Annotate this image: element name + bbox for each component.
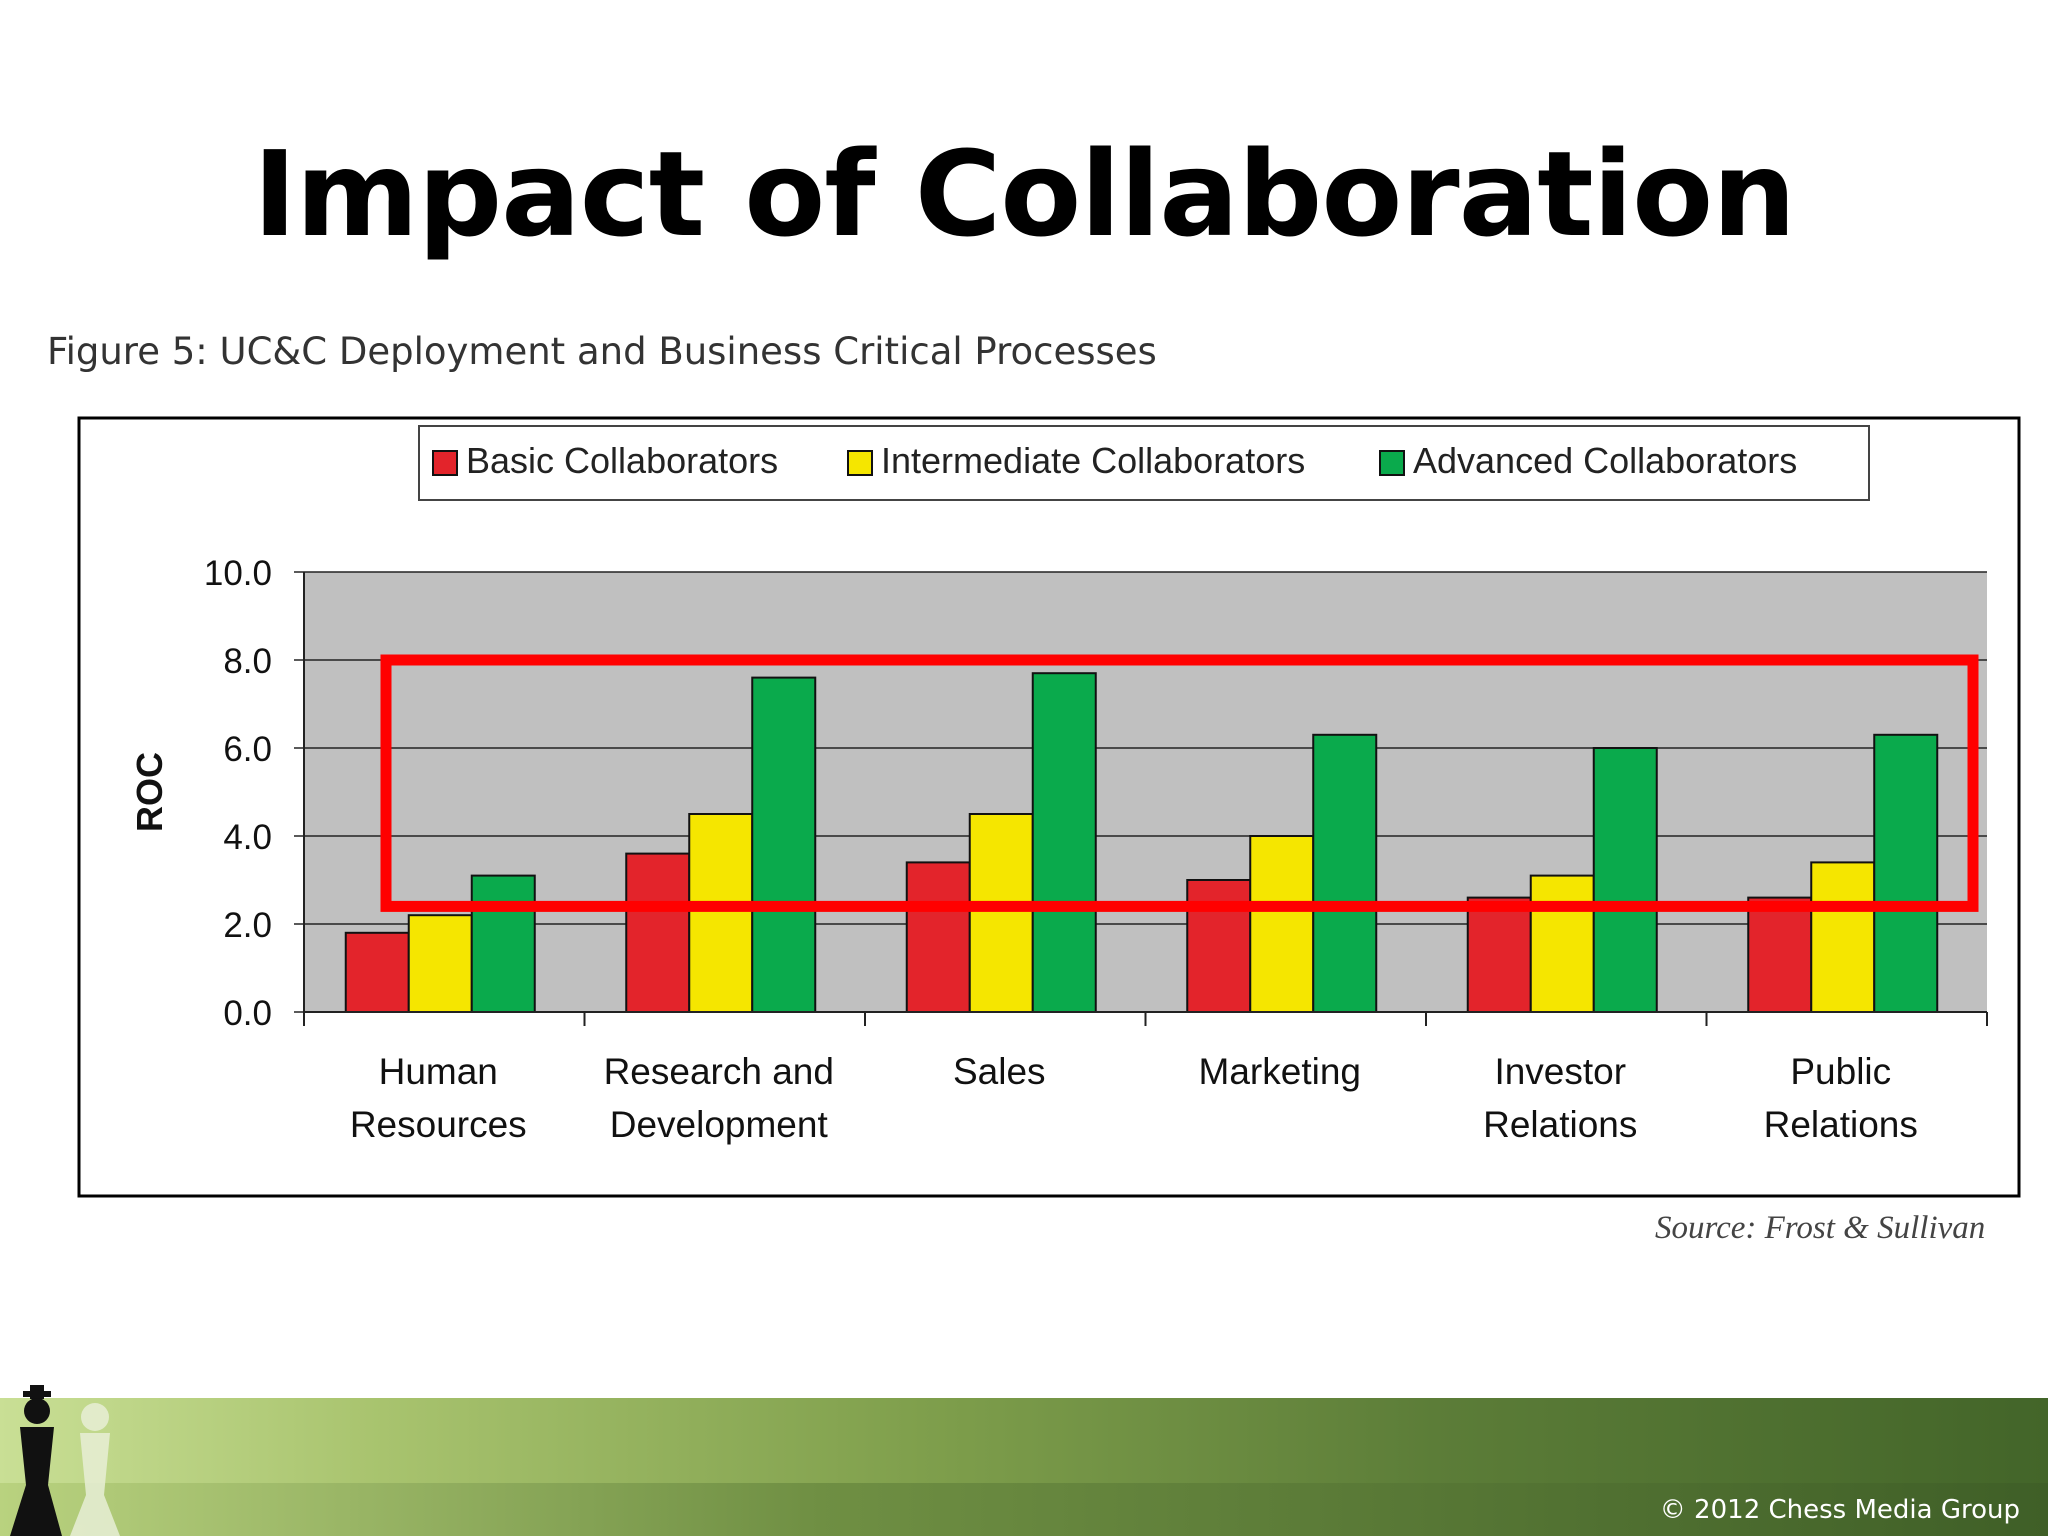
y-tick-label: 10.0 [204,554,272,593]
bar-advanced [470,874,536,1013]
y-tick-label: 8.0 [223,642,272,681]
x-tick-label-line: Development [610,1104,829,1145]
y-tick-label: 6.0 [223,730,272,769]
bars [344,672,1939,1014]
x-tick-label-line: Resources [350,1104,527,1145]
bar-basic [905,861,971,1014]
x-tick-label: Sales [953,1051,1046,1092]
bar-advanced [1031,672,1097,1013]
bar-intermediate [968,813,1034,1013]
x-tick-label: Human Resources [350,1051,527,1145]
slide-title: Impact of Collaboration [252,125,1796,263]
legend-swatch [432,450,458,476]
x-tick-label: Investor Relations [1483,1051,1637,1145]
y-tick-label: 4.0 [223,818,272,857]
legend-label: Advanced Collaborators [1413,440,1797,481]
y-axis-ticks: 0.0 2.0 4.0 6.0 8.0 10.0 [204,554,304,1033]
y-tick-label: 2.0 [223,906,272,945]
bar-basic [1186,879,1252,1013]
x-tick-label: Public Relations [1764,1051,1918,1145]
legend-label: Intermediate Collaborators [881,440,1305,481]
plot-area [304,572,1987,1012]
highlight-box [380,654,1979,912]
x-tick-label-line: Marketing [1199,1051,1361,1092]
y-axis-label: ROC [129,752,170,832]
bar-intermediate [1249,835,1315,1013]
bar-advanced [751,676,817,1013]
bar-intermediate [1529,874,1595,1013]
x-axis-labels: Human Resources Research and Development Sal… [350,1051,1918,1145]
x-tick-label: Marketing [1199,1051,1361,1092]
bar-basic [1747,896,1813,1013]
source-note: Source: Frost & Sullivan [1655,1210,1986,1246]
footer-band: © 2012 Chess Media Group [0,1398,2048,1536]
x-tick-label-line: Research and [604,1051,834,1092]
x-tick-label-line: Sales [953,1051,1046,1092]
x-tick-label-line: Investor [1494,1051,1626,1092]
axes [303,572,1988,1026]
legend-swatch [847,450,873,476]
legend-box [418,425,1870,501]
x-tick-label-line: Relations [1483,1104,1637,1145]
copyright-text: © 2012 Chess Media Group [1659,1495,2020,1525]
chess-pieces-icon [10,1385,120,1536]
legend-swatch [1379,450,1405,476]
bar-advanced [1592,747,1658,1013]
bar-advanced [1312,733,1378,1013]
bar-intermediate [407,914,473,1014]
bar-basic [625,852,691,1013]
figure-caption: Figure 5: UC&C Deployment and Business C… [47,330,1157,373]
bar-basic [1466,896,1532,1013]
x-tick-label-line: Public [1790,1051,1891,1092]
bar-basic [344,931,410,1013]
bar-chart: Basic Collaborators Intermediate Collabor… [77,416,2021,1198]
bar-advanced [1873,733,1939,1013]
x-tick-label: Research and Development [604,1051,834,1145]
legend: Basic Collaborators Intermediate Collabor… [432,440,1797,481]
x-tick-label-line: Relations [1764,1104,1918,1145]
legend-label: Basic Collaborators [466,440,778,481]
bar-intermediate [1810,861,1876,1014]
x-tick-label-line: Human [379,1051,498,1092]
bar-intermediate [688,813,754,1013]
y-tick-label: 0.0 [223,994,272,1033]
